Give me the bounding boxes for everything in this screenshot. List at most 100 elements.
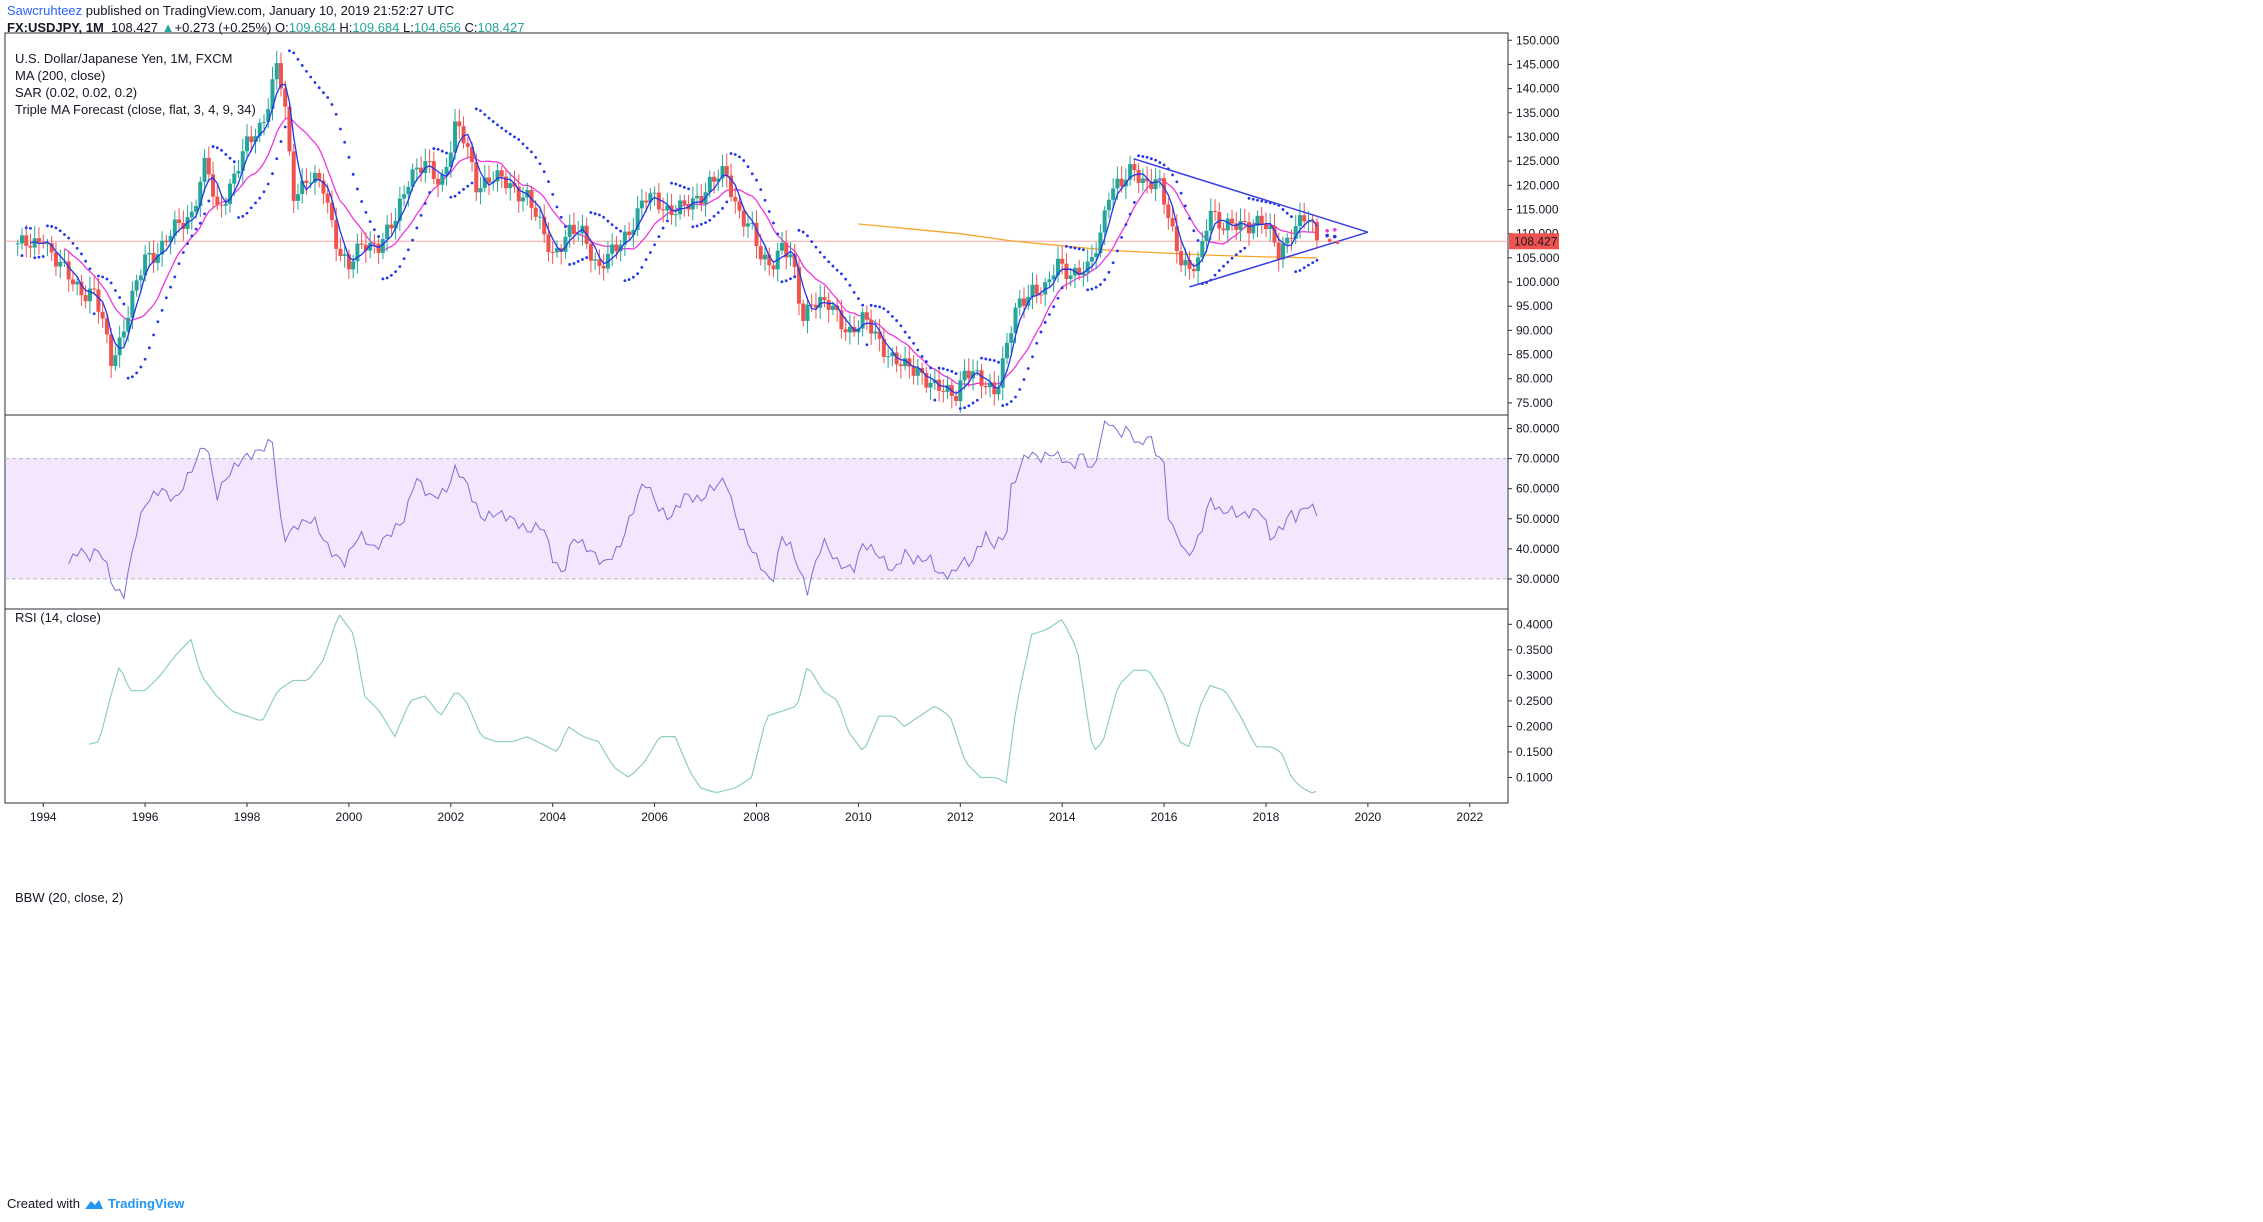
candle-body <box>1293 226 1298 239</box>
sar-dot <box>576 260 580 263</box>
candle-body <box>45 243 50 245</box>
candle-body <box>79 281 84 296</box>
sar-dot <box>682 185 686 189</box>
sar-dot <box>912 341 915 345</box>
candle-body <box>24 235 29 246</box>
sar-dot <box>313 81 317 84</box>
candle-body <box>172 219 177 236</box>
candle-body <box>533 207 538 217</box>
candle-body <box>1017 298 1022 308</box>
sar-dot <box>954 372 958 375</box>
candle-body <box>134 280 139 291</box>
candle-body <box>376 243 381 253</box>
candle-body <box>329 202 334 221</box>
sar-dot <box>564 225 567 229</box>
sar-dot <box>840 272 843 276</box>
candle-body <box>92 288 97 290</box>
last-price-tag-bg <box>1509 233 1559 250</box>
candle-body <box>194 206 199 212</box>
candle-body <box>419 167 424 174</box>
bbw-axis[interactable]: 0.4000 0.3500 0.3000 0.2500 0.2000 0.1500 0.10… <box>1508 617 1553 784</box>
sar-dot <box>1065 244 1068 248</box>
candle-body <box>1051 275 1056 280</box>
candle-body <box>1234 223 1239 230</box>
sar-dot <box>729 152 733 155</box>
candle-body <box>321 180 326 194</box>
rsi-pane[interactable] <box>5 420 1508 601</box>
sar-dot <box>428 191 431 194</box>
candle-body <box>520 197 525 202</box>
author-link[interactable]: Sawcruhteez <box>7 3 83 18</box>
pane-frames <box>4 32 1509 804</box>
candle-body <box>236 170 241 174</box>
candle-body <box>147 252 152 255</box>
triangle-upper-line <box>1133 158 1369 233</box>
sar-dot <box>113 289 117 292</box>
price-axis[interactable]: 150.000 145.000 140.000 135.000 130.000 125.0… <box>1508 33 1560 410</box>
sar-dot <box>636 272 640 276</box>
sar-dot <box>992 359 996 362</box>
sar-dot <box>742 159 746 162</box>
sar-dot <box>423 202 427 205</box>
rsi-band <box>6 458 1507 579</box>
candle-body <box>1145 178 1150 182</box>
time-axis[interactable]: 1994 1996 1998 2000 2002 2004 2006 2008 2010 2012… <box>30 803 1484 824</box>
sar-dot <box>937 366 941 370</box>
candle-body <box>678 200 683 215</box>
candle-body <box>1034 284 1039 295</box>
sar-dot <box>1175 180 1179 184</box>
sar-dot <box>504 129 508 133</box>
candle-body <box>826 300 831 310</box>
candle-body <box>559 248 564 252</box>
sar-dot <box>903 330 907 334</box>
sar-dot <box>194 227 198 231</box>
legend-forecast: Triple MA Forecast (close, flat, 3, 4, 9… <box>15 102 256 117</box>
candle-body <box>1166 204 1171 219</box>
footer-brand[interactable]: TradingView <box>107 1196 185 1211</box>
bbw-tick-label: 0.1000 <box>1516 770 1553 784</box>
sar-dot <box>330 103 334 106</box>
candle-body <box>652 192 657 194</box>
tradingview-logo-icon <box>84 1199 103 1209</box>
candle-body <box>75 281 80 285</box>
sar-dot <box>1124 223 1128 227</box>
sar-dot <box>1077 247 1081 251</box>
sar-dot <box>581 258 584 261</box>
sar-dot <box>988 358 992 362</box>
sar-dot <box>1018 388 1022 391</box>
sar-dot <box>670 181 673 185</box>
sar-dot <box>678 184 682 188</box>
sar-dot <box>784 279 788 283</box>
price-pane[interactable] <box>5 49 1508 413</box>
bbw-pane[interactable] <box>88 614 1317 794</box>
rsi-axis[interactable]: 80.0000 70.0000 60.0000 50.0000 40.0000 30.00… <box>1508 422 1560 586</box>
candle-body <box>767 254 772 266</box>
sar-dot <box>823 255 826 259</box>
sar-dot <box>453 194 457 198</box>
candle-body <box>966 370 971 379</box>
rsi-tick-label: 80.0000 <box>1516 422 1560 436</box>
price-tick-label: 105.000 <box>1516 251 1560 265</box>
price-tick-label: 145.000 <box>1516 57 1560 71</box>
sar-dot <box>517 138 521 141</box>
candle-body <box>729 175 734 198</box>
sar-dot <box>398 265 402 268</box>
candle-body <box>478 188 483 193</box>
sar-dot <box>377 235 381 238</box>
pane-frame-2 <box>4 608 1509 804</box>
candle-body <box>87 288 92 302</box>
candle-body <box>830 305 835 310</box>
sar-dot <box>496 123 499 127</box>
sar-dot <box>41 255 45 258</box>
candle-body <box>126 317 131 332</box>
sar-dot <box>1120 236 1124 239</box>
candle-body <box>1272 226 1277 243</box>
candle-body <box>673 214 678 216</box>
sar-dot <box>1251 197 1255 201</box>
time-tick-label: 2006 <box>641 810 668 824</box>
sar-dot <box>1086 288 1090 292</box>
candle-body <box>143 254 148 276</box>
low-value: 104.656 <box>413 20 461 35</box>
candle-body <box>53 252 58 267</box>
